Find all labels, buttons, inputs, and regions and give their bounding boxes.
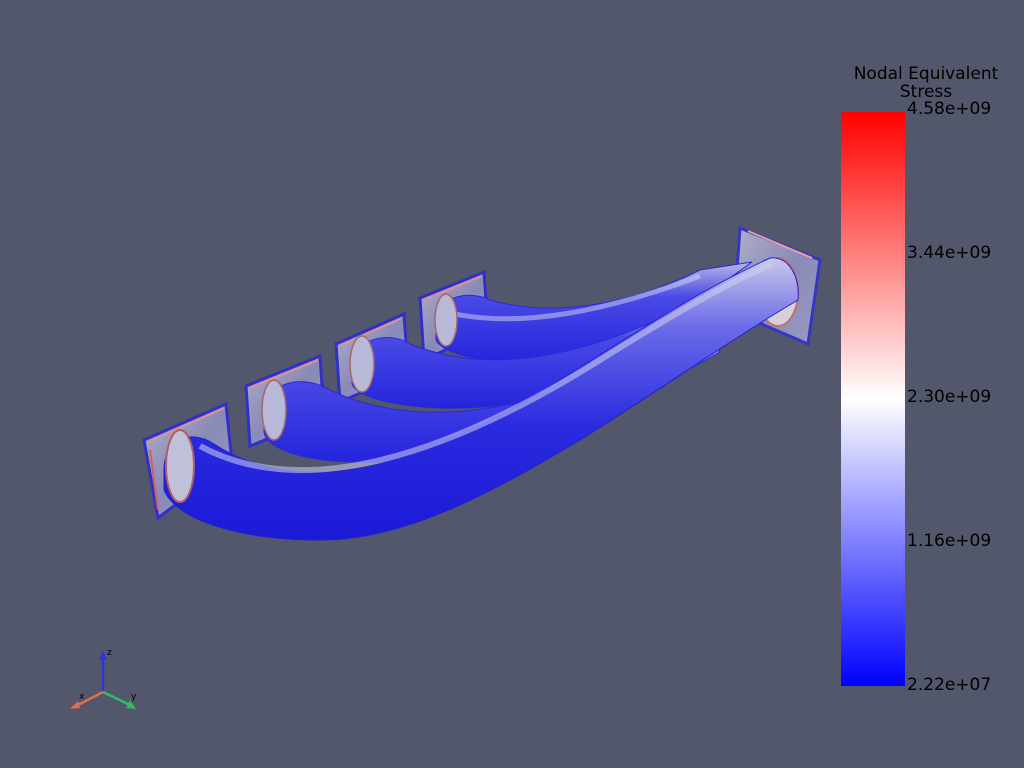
x-axis-label: x	[79, 692, 85, 702]
z-axis-arrow-icon	[99, 650, 107, 660]
colorbar-tick-label: 3.44e+09	[907, 243, 992, 263]
colorbar-title-line2: Stress	[899, 82, 953, 102]
runner-2	[263, 329, 721, 463]
x-axis-arrow-icon	[70, 701, 80, 709]
colorbar-tick-label: 2.22e+07	[907, 675, 992, 695]
colorbar-tick-label: 4.58e+09	[907, 99, 992, 119]
x-axis-line	[75, 690, 104, 708]
inlet-opening-2	[261, 379, 287, 441]
inlet-opening-4	[434, 293, 458, 347]
colorbar-tick-label: 2.30e+09	[907, 387, 992, 407]
colorbar-tick-label: 1.16e+09	[907, 531, 992, 551]
y-axis-line	[102, 690, 131, 707]
inlet-opening-3	[349, 335, 375, 393]
colorbar	[841, 112, 905, 686]
runner-highlight	[445, 273, 701, 322]
orientation-axes-widget[interactable]: z x y	[70, 648, 137, 709]
z-axis-label: z	[107, 648, 112, 658]
y-axis-arrow-icon	[126, 700, 136, 709]
colorbar-title-line1: Nodal Equivalent	[853, 64, 999, 84]
inlet-opening-1	[165, 429, 195, 503]
tube-highlight	[198, 261, 774, 474]
y-axis-label: y	[131, 692, 137, 702]
